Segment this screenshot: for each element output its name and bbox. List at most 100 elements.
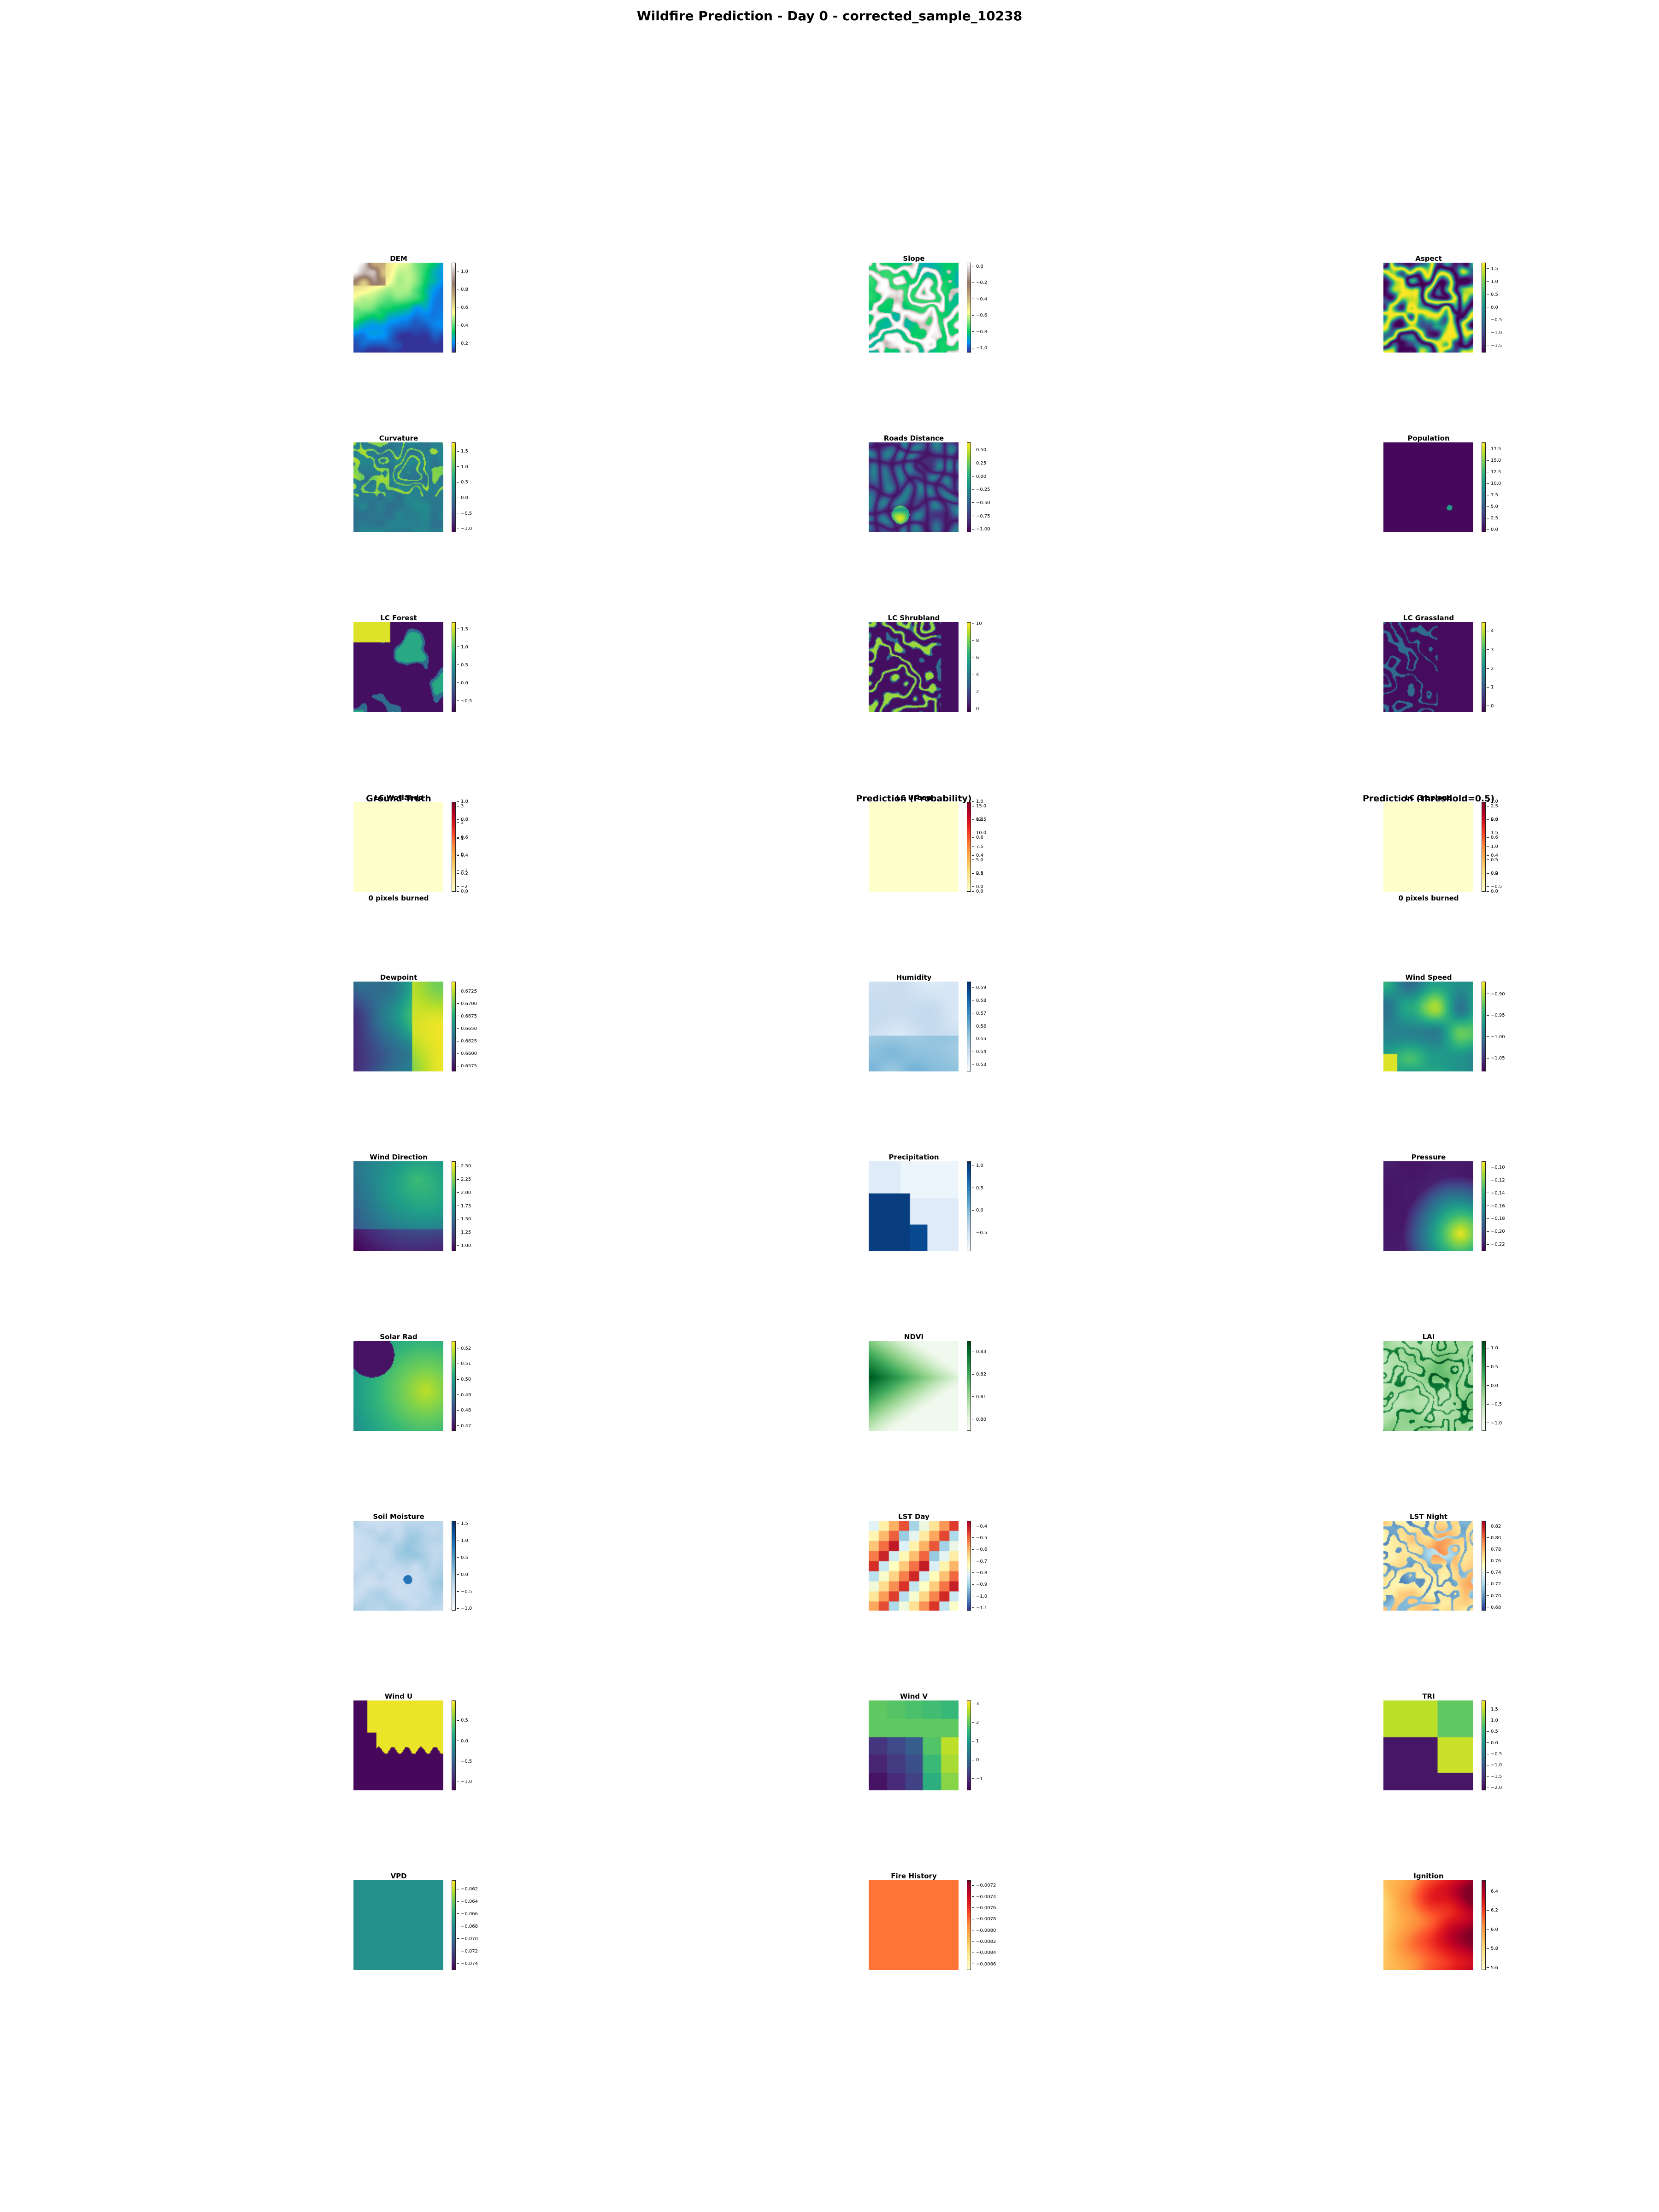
colorbar-tick-label: 6.2 xyxy=(1487,1908,1498,1913)
panel-fire-history: Fire History −0.0072 −0.0074 −0.0076 −0.0078… xyxy=(868,1872,1034,1987)
colorbar-tick-label: −0.5 xyxy=(1487,1752,1502,1757)
colorbar xyxy=(1482,802,1486,892)
colorbar xyxy=(1482,1700,1486,1790)
colorbar-tick-label: −0.0076 xyxy=(972,1906,996,1911)
panel-soil-moisture: Soil Moisture 1.5 1.0 0.5 0.0 −0.5 −1.0 xyxy=(353,1512,518,1628)
colorbar-tick-label: 0.8 xyxy=(457,287,468,293)
colorbar-tick-label: −0.062 xyxy=(457,1887,478,1892)
colorbar-tick-label: −2.0 xyxy=(1487,1785,1502,1791)
colorbar-ticks: 1.5 1.0 0.5 0.0 −0.5 −1.0 xyxy=(457,1521,512,1611)
colorbar xyxy=(967,1880,971,1970)
colorbar-tick-label: 1.0 xyxy=(457,645,468,650)
colorbar-tick-label: −0.90 xyxy=(1487,992,1505,997)
colorbar-tick-label: 0.56 xyxy=(972,1024,986,1030)
heatmap-roads-distance xyxy=(869,442,959,532)
colorbar-tick-label: −0.074 xyxy=(457,1961,478,1967)
panel-title: Ground Truth xyxy=(366,794,431,804)
colorbar-tick-label: 0.70 xyxy=(1487,1594,1501,1599)
panel-aspect: Aspect 1.5 1.0 0.5 0.0 −0.5 −1.0 −1.5 xyxy=(1382,254,1548,370)
colorbar-tick-label: 1.0 xyxy=(1487,279,1498,285)
panel-population: Population 17.5 15.0 12.5 10.0 7.5 5.0 2.5 0.0 xyxy=(1382,434,1548,549)
colorbar-tick-label: 1.5 xyxy=(1487,830,1498,836)
colorbar-tick-label: 0 xyxy=(972,1758,979,1763)
heatmap-fire-history xyxy=(869,1880,959,1970)
colorbar-tick-label: 2.00 xyxy=(457,1190,471,1196)
panel-title: Wind Speed xyxy=(1405,973,1452,982)
colorbar xyxy=(967,1161,971,1251)
colorbar-tick-label: −0.0080 xyxy=(972,1928,996,1934)
colorbar-tick-label: 1.0 xyxy=(457,269,468,275)
colorbar-tick-label: 1.0 xyxy=(972,799,983,805)
colorbar-tick-label: 10.0 xyxy=(972,830,986,836)
colorbar xyxy=(452,1521,456,1611)
panel-title-behind: LC Urban xyxy=(896,794,932,802)
colorbar-tick-label: 0.57 xyxy=(972,1011,986,1017)
colorbar-tick-label: 4 xyxy=(972,672,979,678)
colorbar-tick-label: 0.0 xyxy=(972,1208,983,1213)
colorbar xyxy=(967,1341,971,1431)
colorbar-ticks: 4 3 2 1 0 xyxy=(1487,622,1542,712)
colorbar-ticks: −0.062 −0.064 −0.066 −0.068 −0.070 −0.072 −0.0… xyxy=(457,1880,512,1970)
colorbar-tick-label: −0.95 xyxy=(1487,1013,1505,1018)
colorbar-tick-label: 0.25 xyxy=(972,461,986,466)
panel-title: Wind U xyxy=(384,1692,413,1700)
colorbar-tick-label: 0.0 xyxy=(1487,527,1498,533)
colorbar-tick-label: 0.6700 xyxy=(457,1001,477,1007)
heatmap-prediction-probability xyxy=(869,802,959,892)
colorbar-tick-label: 0.5 xyxy=(457,480,468,485)
colorbar-tick-label: 0 xyxy=(1487,704,1494,709)
colorbar-tick-label: 0.52 xyxy=(457,1346,471,1352)
colorbar-tick-label: 1.0 xyxy=(1487,1718,1498,1724)
colorbar-ticks: 1.5 1.0 0.5 0.0 −0.5 −1.0 xyxy=(457,442,512,532)
colorbar-tick-label: −1.0 xyxy=(1487,1763,1502,1768)
colorbar-tick-label: 12.5 xyxy=(1487,470,1501,475)
colorbar-ticks: 0.5 0.0 −0.5 −1.0 xyxy=(457,1700,512,1790)
colorbar-tick-label: −1.05 xyxy=(1487,1056,1505,1061)
colorbar-ticks: 0.59 0.58 0.57 0.56 0.55 0.54 0.53 xyxy=(972,982,1027,1071)
colorbar-tick-label: −0.25 xyxy=(972,487,990,493)
colorbar-tick-label: 0.81 xyxy=(972,1394,986,1400)
colorbar-tick-label: 0.2 xyxy=(457,341,468,347)
colorbar-tick-label: 1 xyxy=(1487,685,1494,690)
colorbar-tick-label: 0.0 xyxy=(1487,1741,1498,1746)
colorbar-ticks: −0.90 −0.95 −1.00 −1.05 xyxy=(1487,982,1542,1071)
colorbar-tick-label: 1.0 xyxy=(1487,1346,1498,1351)
colorbar-tick-label: −0.5 xyxy=(972,1535,987,1541)
colorbar-tick-label: 1.5 xyxy=(1487,1707,1498,1712)
colorbar-tick-label: 5.0 xyxy=(972,858,983,863)
colorbar-tick-label: −0.5 xyxy=(457,1589,472,1595)
colorbar-tick-label: 0.0 xyxy=(1487,889,1498,894)
colorbar-tick-label: 0.5 xyxy=(457,1555,468,1561)
colorbar-tick-label: 7.5 xyxy=(972,844,983,850)
panel-title: Roads Distance xyxy=(883,434,944,442)
colorbar-ticks: 0.0 −0.2 −0.4 −0.6 −0.8 −1.0 xyxy=(972,263,1027,353)
colorbar-tick-label: −1.5 xyxy=(1487,343,1502,349)
heatmap-wind-v xyxy=(869,1700,959,1790)
heatmap-tri xyxy=(1383,1700,1473,1790)
colorbar-tick-label: −1.0 xyxy=(972,1594,987,1600)
colorbar-tick-label: −0.5 xyxy=(972,1230,987,1236)
heatmap-lai xyxy=(1383,1341,1473,1431)
colorbar-tick-label: 1.25 xyxy=(457,1230,471,1235)
colorbar-tick-label: −0.50 xyxy=(972,500,990,506)
panel-title: Soil Moisture xyxy=(373,1512,424,1521)
colorbar-tick-label: −1.00 xyxy=(1487,1035,1505,1040)
panel-title: LST Day xyxy=(898,1512,930,1521)
panel-ndvi: NDVI 0.83 0.82 0.81 0.80 xyxy=(868,1333,1034,1448)
colorbar-tick-label: 0.55 xyxy=(972,1036,986,1042)
heatmap-ground-truth xyxy=(353,802,443,892)
colorbar xyxy=(967,263,971,353)
colorbar-tick-label: −0.5 xyxy=(1487,318,1502,323)
colorbar-tick-label: 0.0 xyxy=(457,495,468,501)
colorbar-tick-label: 0.0 xyxy=(1487,305,1498,311)
colorbar-tick-label: 0.8 xyxy=(457,817,468,823)
colorbar xyxy=(1482,1161,1486,1251)
colorbar-tick-label: 0.6575 xyxy=(457,1064,477,1069)
colorbar-tick-label: 2.5 xyxy=(1487,804,1498,809)
panel-vpd: VPD −0.062 −0.064 −0.066 −0.068 −0.070 −0.072−… xyxy=(353,1872,518,1987)
panel-solar-rad: Solar Rad 0.52 0.51 0.50 0.49 0.48 0.47 xyxy=(353,1333,518,1448)
colorbar-tick-label: 2.5 xyxy=(1487,516,1498,521)
colorbar-tick-label: −1 xyxy=(457,868,468,874)
colorbar-tick-label: −1.1 xyxy=(972,1606,987,1611)
colorbar-ticks: 1.0 0.8 0.6 0.4 0.2 0.0 3 2 1 0 −1 −2 xyxy=(457,799,512,894)
